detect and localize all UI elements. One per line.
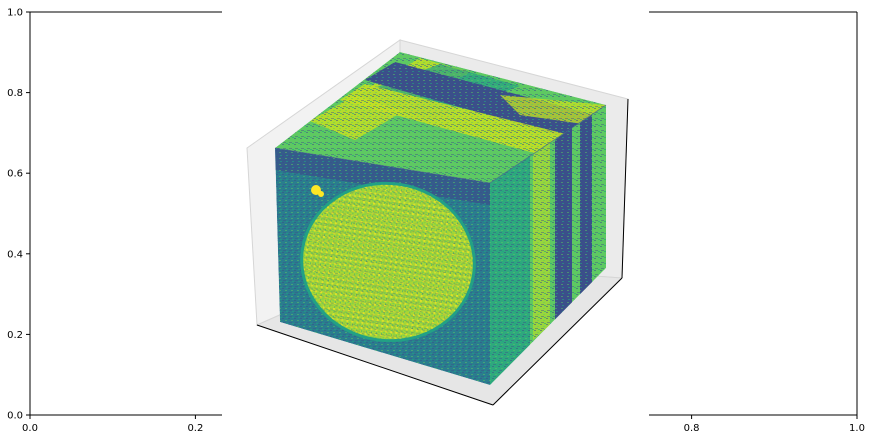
- x-tick-label: 1.0: [849, 423, 865, 434]
- y-tick-label: 0.2: [7, 330, 23, 341]
- voxel-side-face: [490, 105, 606, 385]
- x-tick-label: 0.8: [684, 423, 700, 434]
- y-tick-label: 0.4: [7, 249, 23, 260]
- x-tick-label: 0.2: [187, 423, 203, 434]
- y-ticks: 0.0 0.2 0.4 0.6 0.8 1.0: [7, 8, 30, 422]
- y-tick-label: 0.8: [7, 88, 23, 99]
- axis-line-x: [256, 324, 494, 406]
- axes-3d: [246, 39, 629, 406]
- y-tick-label: 0.6: [7, 169, 23, 180]
- y-tick-label: 0.0: [7, 411, 23, 422]
- axes-2d: 0.0 0.2 0.4 0.6 0.8 1.0 0.0 0.2 0.8 1.0: [7, 8, 865, 435]
- y-tick-label: 1.0: [7, 8, 23, 19]
- x-ticks: 0.0 0.2 0.8 1.0: [22, 415, 865, 434]
- x-tick-label: 0.0: [22, 423, 38, 434]
- cube-edges: [274, 104, 607, 184]
- axis-line-y: [492, 277, 623, 406]
- voxel-top-face: [275, 52, 606, 183]
- axis-line-z: [621, 98, 629, 279]
- voxel-front-face: [275, 148, 490, 385]
